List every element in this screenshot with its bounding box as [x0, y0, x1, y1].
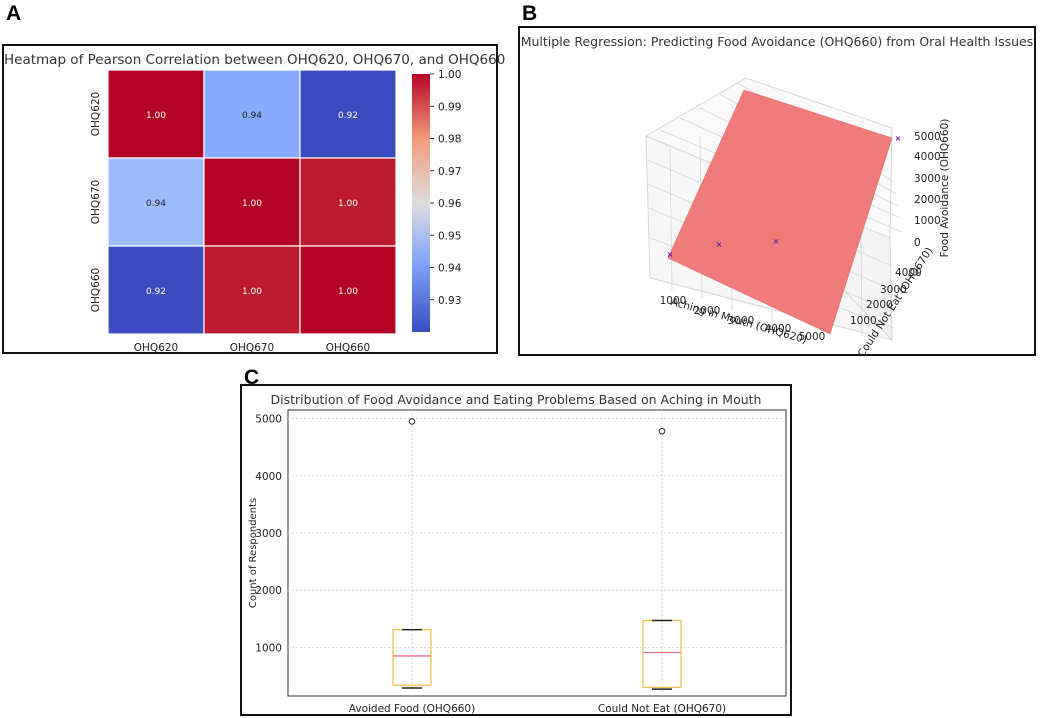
regression-chart: × × × × 5000 4000 3000 2000 1000 0 Food Avoidance …: [644, 76, 951, 354]
x-tick-label: 4000: [765, 323, 792, 335]
colorbar-tick-label: 0.94: [438, 263, 462, 275]
z-tick-label: 0: [914, 237, 921, 249]
panel-letter-b: B: [522, 2, 538, 25]
heatmap-cell-label: 1.00: [146, 111, 166, 121]
heatmap-cell: [299, 245, 397, 335]
plot-area: [287, 409, 787, 697]
heatmap-cell: [107, 245, 205, 335]
heatmap-cell-label: 1.00: [338, 199, 358, 209]
heatmap-cell-label: 0.94: [146, 199, 166, 209]
heatmap-y-tick: OHQ660: [90, 268, 102, 312]
heatmap-x-tick: OHQ620: [134, 342, 178, 352]
heatmap-cell: [299, 69, 397, 159]
heatmap-x-tick: OHQ660: [326, 342, 370, 352]
outlier-point: [658, 427, 666, 435]
panel-letter-c: C: [244, 366, 260, 389]
heatmap-cell-label: 1.00: [242, 287, 262, 297]
x-tick-label: Could Not Eat (OHQ670): [598, 703, 726, 714]
heatmap-cell: [203, 157, 301, 247]
boxplot-panel: Distribution of Food Avoidance and Eatin…: [240, 384, 792, 716]
heatmap-cell: [203, 245, 301, 335]
data-point: ×: [895, 134, 902, 143]
heatmap-cell-label: 1.00: [242, 199, 262, 209]
panel-letter-a: A: [6, 2, 22, 25]
colorbar-tick-label: 0.95: [438, 230, 461, 242]
heatmap-chart: 1.00 0.94 0.92 0.94 1.00 1.00 0.92 1.00 1.00 OHQ6…: [90, 69, 462, 352]
regression-panel: Multiple Regression: Predicting Food Avo…: [518, 26, 1036, 356]
grid-line: [669, 147, 673, 291]
colorbar-tick-label: 0.98: [438, 134, 461, 146]
y-tick-label: 4000: [895, 267, 922, 279]
heatmap-cell-label: 0.92: [146, 287, 166, 297]
data-point: ×: [667, 250, 674, 259]
regression-plane: [667, 89, 893, 335]
x-tick-label: 3000: [728, 315, 755, 327]
heatmap-cell: [107, 69, 205, 159]
colorbar-tick-label: 0.97: [438, 166, 461, 178]
boxplot-chart: 1000 2000 3000 4000 5000 Count of Respondents…: [248, 409, 787, 714]
data-point: ×: [716, 240, 723, 249]
y-tick-label: 3000: [255, 528, 282, 540]
regression-title: Multiple Regression: Predicting Food Avo…: [520, 34, 1034, 49]
y-axis-label: Count of Respondents: [248, 498, 259, 608]
y-tick-label: 4000: [255, 471, 282, 483]
x-tick-label: 5000: [799, 331, 826, 343]
heatmap-cell: [107, 157, 205, 247]
y-tick-label: 2000: [866, 299, 893, 311]
y-tick-label: 3000: [880, 284, 907, 296]
colorbar-tick-label: 0.93: [438, 295, 461, 307]
boxplot-title: Distribution of Food Avoidance and Eatin…: [270, 392, 762, 407]
z-tick-label: 3000: [914, 173, 941, 185]
z-axis-label: Food Avoidance (OHQ660): [939, 119, 951, 258]
colorbar-tick-label: 0.99: [438, 101, 461, 113]
heatmap-panel: Heatmap of Pearson Correlation between O…: [2, 44, 506, 354]
box-body: [392, 628, 432, 686]
colorbar-tick-label: 1.00: [438, 69, 461, 81]
z-tick-label: 1000: [914, 215, 941, 227]
y-tick-label: 5000: [255, 414, 282, 426]
y-tick-label: 2000: [255, 585, 282, 597]
z-tick-label: 5000: [914, 131, 941, 143]
heatmap-cell-label: 0.94: [242, 111, 262, 121]
outlier-point: [408, 418, 416, 425]
x-tick-label: Avoided Food (OHQ660): [349, 703, 475, 714]
y-tick-label: 1000: [850, 315, 877, 327]
z-tick-label: 4000: [914, 151, 941, 163]
heatmap-y-tick: OHQ670: [90, 180, 102, 224]
heatmap-x-tick: OHQ670: [230, 342, 274, 352]
x-tick-label: 1000: [660, 295, 687, 307]
z-tick-label: 2000: [914, 194, 941, 206]
heatmap-cell: [299, 157, 397, 247]
colorbar-tick-label: 0.96: [438, 198, 462, 210]
colorbar: [412, 74, 430, 332]
data-point: ×: [773, 237, 780, 246]
heatmap-cell-label: 0.92: [338, 111, 358, 121]
y-tick-label: 1000: [255, 642, 282, 654]
x-tick-label: 2000: [694, 305, 721, 317]
heatmap-cell-label: 1.00: [338, 287, 358, 297]
heatmap-y-tick: OHQ620: [90, 92, 102, 136]
heatmap-title: Heatmap of Pearson Correlation between O…: [4, 52, 506, 68]
